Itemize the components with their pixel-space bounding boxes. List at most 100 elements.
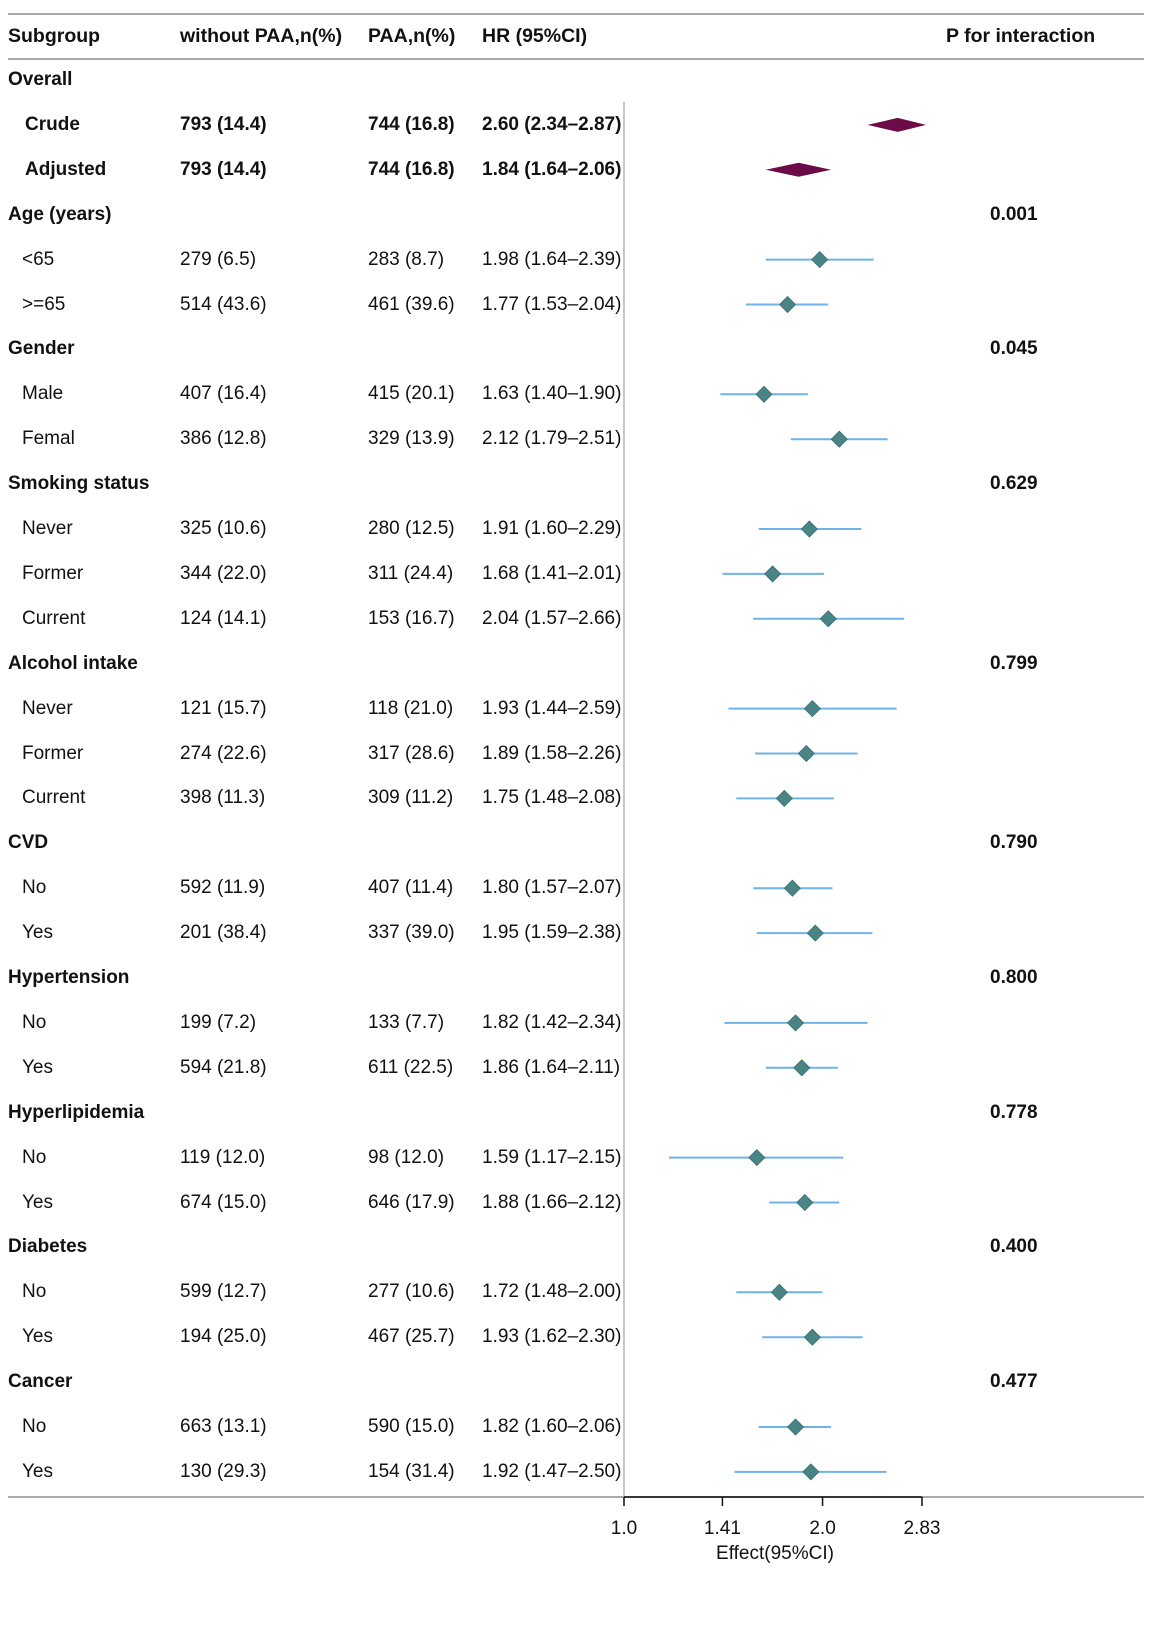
hr-ci-value: 1.72 (1.48–2.00) bbox=[482, 1281, 622, 1302]
without-paa-value: 594 (21.8) bbox=[180, 1057, 267, 1078]
hr-ci-value: 2.12 (1.79–2.51) bbox=[482, 428, 622, 449]
point-estimate-marker bbox=[748, 1149, 766, 1167]
point-estimate-marker bbox=[793, 1059, 811, 1077]
paa-value: 118 (21.0) bbox=[368, 698, 454, 719]
subgroup-label: Yes bbox=[22, 1461, 53, 1482]
header-hr: HR (95%CI) bbox=[482, 25, 588, 47]
without-paa-value: 599 (12.7) bbox=[180, 1281, 267, 1302]
point-estimate-marker bbox=[802, 1463, 820, 1481]
x-tick-label: 1.41 bbox=[704, 1518, 741, 1539]
point-estimate-marker bbox=[755, 385, 773, 403]
paa-value: 744 (16.8) bbox=[368, 114, 455, 135]
paa-value: 461 (39.6) bbox=[368, 294, 455, 315]
group-label: Hypertension bbox=[8, 967, 130, 988]
without-paa-value: 674 (15.0) bbox=[180, 1192, 267, 1213]
paa-value: 337 (39.0) bbox=[368, 922, 455, 943]
hr-ci-value: 1.68 (1.41–2.01) bbox=[482, 563, 622, 584]
summary-diamond bbox=[765, 162, 832, 177]
group-label: Overall bbox=[8, 69, 73, 90]
without-paa-value: 124 (14.1) bbox=[180, 608, 267, 629]
paa-value: 744 (16.8) bbox=[368, 159, 455, 180]
point-estimate-marker bbox=[764, 565, 782, 583]
hr-ci-value: 1.82 (1.42–2.34) bbox=[482, 1012, 622, 1033]
without-paa-value: 592 (11.9) bbox=[180, 877, 266, 898]
x-tick-label: 2.83 bbox=[904, 1518, 941, 1539]
point-estimate-marker bbox=[811, 251, 829, 269]
point-estimate-marker bbox=[786, 1418, 805, 1436]
paa-value: 407 (11.4) bbox=[368, 877, 454, 898]
point-estimate-marker bbox=[830, 430, 848, 448]
top-border bbox=[8, 13, 1144, 15]
subgroup-label: Never bbox=[22, 698, 73, 719]
paa-value: 133 (7.7) bbox=[368, 1012, 445, 1033]
without-paa-value: 386 (12.8) bbox=[180, 428, 267, 449]
header-subgroup: Subgroup bbox=[8, 25, 101, 47]
paa-value: 277 (10.6) bbox=[368, 1281, 455, 1302]
without-paa-value: 194 (25.0) bbox=[180, 1326, 267, 1347]
hr-ci-value: 1.75 (1.48–2.08) bbox=[482, 787, 622, 808]
without-paa-value: 663 (13.1) bbox=[180, 1416, 267, 1437]
subgroup-label: Current bbox=[22, 608, 86, 629]
point-estimate-marker bbox=[819, 610, 837, 628]
group-label: Gender bbox=[8, 338, 75, 359]
point-estimate-marker bbox=[770, 1283, 788, 1301]
header-without-paa: without PAA,n(%) bbox=[180, 25, 343, 47]
hr-ci-value: 2.04 (1.57–2.66) bbox=[482, 608, 622, 629]
paa-value: 283 (8.7) bbox=[368, 249, 445, 270]
hr-ci-value: 1.98 (1.64–2.39) bbox=[482, 249, 622, 270]
paa-value: 153 (16.7) bbox=[368, 608, 455, 629]
without-paa-value: 121 (15.7) bbox=[180, 698, 267, 719]
hr-ci-value: 1.82 (1.60–2.06) bbox=[482, 1416, 622, 1437]
p-interaction-value: 0.799 bbox=[990, 653, 1038, 674]
point-estimate-marker bbox=[775, 789, 793, 807]
paa-value: 590 (15.0) bbox=[368, 1416, 455, 1437]
paa-value: 611 (22.5) bbox=[368, 1057, 454, 1078]
header-border bbox=[8, 58, 1144, 60]
subgroup-label: Never bbox=[22, 518, 73, 539]
p-interaction-value: 0.400 bbox=[990, 1236, 1038, 1257]
p-interaction-value: 0.477 bbox=[990, 1371, 1038, 1392]
subgroup-label: No bbox=[22, 1012, 47, 1033]
subgroup-label: No bbox=[22, 1147, 47, 1168]
without-paa-value: 274 (22.6) bbox=[180, 743, 267, 764]
group-label: Cancer bbox=[8, 1371, 73, 1392]
hr-ci-value: 1.80 (1.57–2.07) bbox=[482, 877, 622, 898]
point-estimate-marker bbox=[803, 700, 821, 718]
hr-ci-value: 1.86 (1.64–2.11) bbox=[482, 1057, 621, 1078]
hr-ci-value: 2.60 (2.34–2.87) bbox=[482, 114, 622, 135]
hr-ci-value: 1.77 (1.53–2.04) bbox=[482, 294, 622, 315]
summary-diamond bbox=[867, 117, 927, 132]
hr-ci-value: 1.84 (1.64–2.06) bbox=[482, 159, 622, 180]
x-tick-label: 1.0 bbox=[611, 1518, 637, 1539]
point-estimate-marker bbox=[803, 1328, 821, 1346]
subgroup-label: Yes bbox=[22, 922, 53, 943]
group-label: Diabetes bbox=[8, 1236, 88, 1257]
hr-ci-value: 1.88 (1.66–2.12) bbox=[482, 1192, 622, 1213]
paa-value: 280 (12.5) bbox=[368, 518, 455, 539]
without-paa-value: 279 (6.5) bbox=[180, 249, 257, 270]
subgroup-label: >=65 bbox=[22, 294, 66, 315]
without-paa-value: 119 (12.0) bbox=[180, 1147, 266, 1168]
point-estimate-marker bbox=[786, 1014, 805, 1032]
point-estimate-marker bbox=[806, 924, 824, 942]
hr-ci-value: 1.93 (1.44–2.59) bbox=[482, 698, 622, 719]
subgroup-label: Yes bbox=[22, 1192, 53, 1213]
p-interaction-value: 0.800 bbox=[990, 967, 1038, 988]
paa-value: 317 (28.6) bbox=[368, 743, 455, 764]
hr-ci-value: 1.59 (1.17–2.15) bbox=[482, 1147, 622, 1168]
hr-ci-value: 1.89 (1.58–2.26) bbox=[482, 743, 622, 764]
hr-ci-value: 1.92 (1.47–2.50) bbox=[482, 1461, 622, 1482]
group-label: Age (years) bbox=[8, 204, 112, 225]
header-p-interaction: P for interaction bbox=[946, 25, 1096, 47]
subgroup-label: No bbox=[22, 877, 47, 898]
paa-value: 329 (13.9) bbox=[368, 428, 455, 449]
without-paa-value: 325 (10.6) bbox=[180, 518, 267, 539]
subgroup-label: No bbox=[22, 1416, 47, 1437]
subgroup-label: Male bbox=[22, 383, 64, 404]
paa-value: 309 (11.2) bbox=[368, 787, 454, 808]
group-label: Hyperlipidemia bbox=[8, 1102, 145, 1123]
p-interaction-value: 0.790 bbox=[990, 832, 1038, 853]
without-paa-value: 793 (14.4) bbox=[180, 114, 267, 135]
subgroup-label: Former bbox=[22, 563, 84, 584]
paa-value: 646 (17.9) bbox=[368, 1192, 455, 1213]
